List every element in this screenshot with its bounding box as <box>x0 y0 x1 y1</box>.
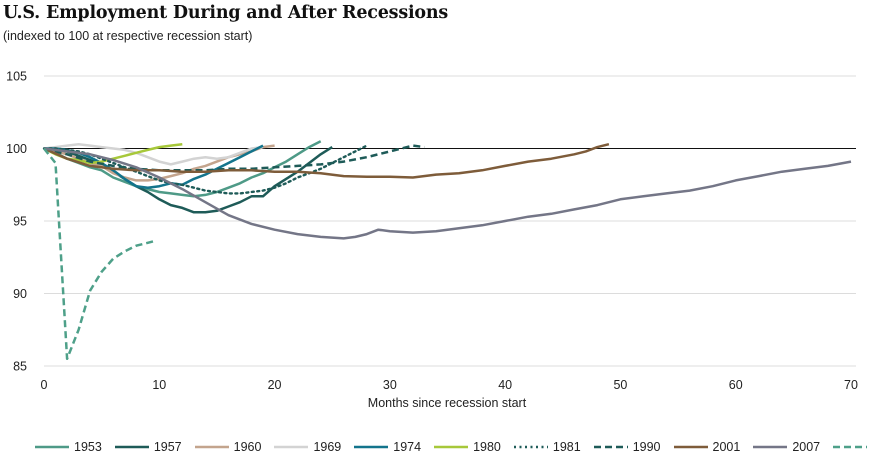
legend-item-2001: 2001 <box>673 440 741 454</box>
series-line-1969 <box>43 142 264 166</box>
legend-swatch <box>434 445 469 449</box>
legend-label: 1974 <box>393 440 422 454</box>
series-line-1990 <box>43 144 425 172</box>
legend-swatch <box>753 445 788 449</box>
x-tick-label: 40 <box>498 378 512 392</box>
series-line-2007 <box>43 147 852 240</box>
legend-swatch <box>114 445 149 449</box>
chart-subtitle: (indexed to 100 at respective recession … <box>3 29 253 43</box>
legend-item-1990: 1990 <box>593 440 661 454</box>
legend-swatch <box>274 445 309 449</box>
legend-item-1960: 1960 <box>194 440 262 454</box>
legend-swatch <box>35 445 69 449</box>
legend-label: 2007 <box>792 440 821 454</box>
legend-label: 1980 <box>473 440 501 454</box>
y-tick-label: 100 <box>6 142 27 156</box>
legend-item-1974: 1974 <box>353 440 421 454</box>
y-axis-ticks: 85 90 95 100 105 <box>6 70 27 374</box>
legend-label: 1981 <box>552 440 581 454</box>
legend-label: 1960 <box>233 440 262 454</box>
legend-item-1953: 1953 <box>34 440 102 454</box>
legend-swatch <box>194 445 229 449</box>
legend-item-1957: 1957 <box>114 440 182 454</box>
legend-label: 1957 <box>153 440 182 454</box>
legend-swatch <box>593 445 628 449</box>
x-tick-label: 0 <box>41 378 48 392</box>
x-axis-ticks: 0 10 20 30 40 50 60 70 <box>41 378 858 392</box>
legend-label: 1990 <box>632 440 661 454</box>
x-tick-label: 30 <box>383 378 397 392</box>
legend-item-1969: 1969 <box>273 440 341 454</box>
legend-swatch <box>673 445 708 449</box>
x-tick-label: 60 <box>729 378 743 392</box>
x-tick-label: 70 <box>844 378 858 392</box>
legend-label: 1969 <box>313 440 342 454</box>
series-line-2001 <box>43 142 610 179</box>
x-tick-label: 50 <box>613 378 627 392</box>
series-line-1981 <box>42 144 368 195</box>
x-tick-label: 10 <box>152 378 166 392</box>
legend-item-2020: 2020 <box>832 440 872 454</box>
legend-item-1980: 1980 <box>433 440 501 454</box>
chart-title: U.S. Employment During and After Recessi… <box>3 3 449 23</box>
y-tick-label: 90 <box>13 287 27 301</box>
legend-item-1981: 1981 <box>513 440 581 454</box>
legend-swatch <box>513 445 548 449</box>
series-lines <box>42 140 852 361</box>
y-tick-label: 95 <box>13 215 27 229</box>
x-tick-label: 20 <box>268 378 282 392</box>
legend-label: 1953 <box>74 440 102 454</box>
x-axis-label: Months since recession start <box>368 396 527 410</box>
legend-swatch <box>354 445 389 449</box>
y-tick-label: 85 <box>13 360 27 374</box>
legend-swatch <box>833 445 868 449</box>
legend-label: 2001 <box>712 440 741 454</box>
legend: 1953 1957 1960 1969 1974 1980 1981 1990 2001 2007… <box>34 438 872 456</box>
legend-item-2007: 2007 <box>752 440 820 454</box>
gridlines <box>44 75 856 367</box>
series-line-2020 <box>43 147 154 361</box>
y-tick-label: 105 <box>6 70 27 84</box>
